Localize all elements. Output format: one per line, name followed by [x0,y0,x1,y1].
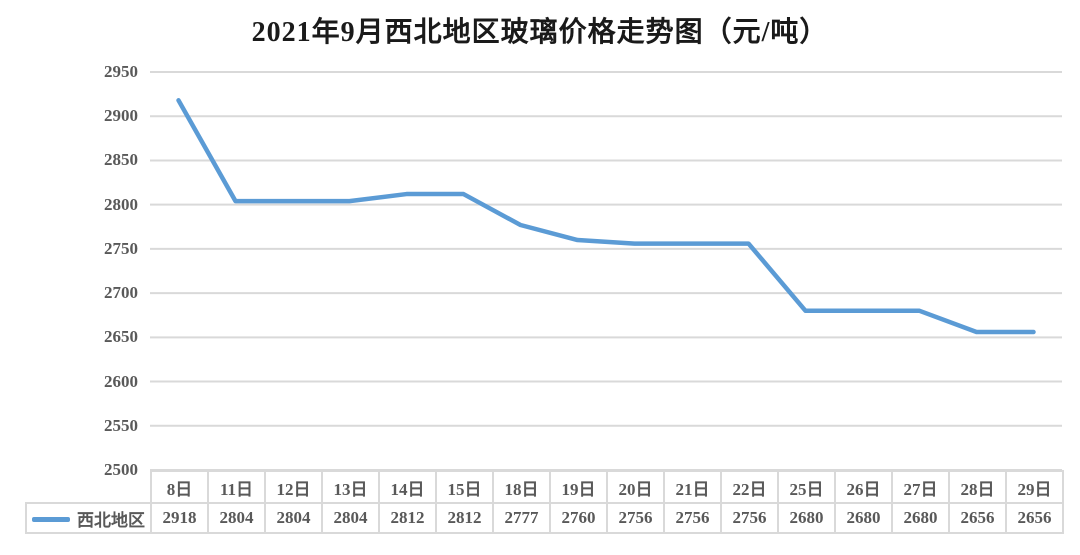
series-value-cell: 2756 [720,502,779,534]
y-axis-tick-label: 2550 [104,415,138,435]
data-table: 8日 11日 12日 13日 14日 15日 18日 19日 20日 21日 22日 25日 26日 27… [25,470,1064,534]
x-axis-label: 21日 [663,470,722,504]
series-value-cell: 2812 [378,502,437,534]
x-axis-label: 22日 [720,470,779,504]
series-value-cell: 2777 [492,502,551,534]
series-value-cell: 2760 [549,502,608,534]
series-values-row: 西北地区 2918 2804 2804 2804 2812 2812 2777 2760 2756… [25,502,1064,534]
series-value-cell: 2804 [264,502,323,534]
legend-line-swatch-icon [32,517,70,523]
x-axis-label: 28日 [948,470,1007,504]
y-axis-tick-label: 2500 [104,460,138,479]
y-axis-tick-label: 2600 [104,371,138,391]
series-value-cell: 2804 [207,502,266,534]
y-axis-tick-label: 2750 [104,238,138,258]
legend-label: 西北地区 [77,510,145,530]
x-axis-label: 19日 [549,470,608,504]
y-axis-tick-label: 2800 [104,194,138,214]
x-axis-label: 18日 [492,470,551,504]
x-axis-label: 11日 [207,470,266,504]
x-axis-label: 29日 [1005,470,1064,504]
series-value-cell: 2656 [948,502,1007,534]
chart-title: 2021年9月西北地区玻璃价格走势图（元/吨） [251,17,829,48]
series-value-cell: 2804 [321,502,380,534]
y-axis-tick-label: 2900 [104,106,138,126]
legend-cell: 西北地区 [25,502,152,534]
series-value-cell: 2680 [891,502,950,534]
y-axis-tick-label: 2850 [104,150,138,170]
series-value-cell: 2656 [1005,502,1064,534]
series-line-西北地区 [176,98,1036,335]
x-axis-label: 26日 [834,470,893,504]
x-axis-label: 12日 [264,470,323,504]
x-axis-label: 15日 [435,470,494,504]
x-axis-label: 27日 [891,470,950,504]
series-value-cell: 2680 [777,502,836,534]
x-axis-label: 25日 [777,470,836,504]
series-value-cell: 2812 [435,502,494,534]
y-axis-tick-label: 2650 [104,327,138,347]
series-value-cell: 2918 [150,502,209,534]
y-axis-tick-label: 2950 [104,62,138,81]
series-value-cell: 2756 [663,502,722,534]
x-axis-labels-row: 8日 11日 12日 13日 14日 15日 18日 19日 20日 21日 22日 25日 26日 27… [26,470,1064,504]
x-axis-label: 13日 [321,470,380,504]
x-axis-label: 14日 [378,470,437,504]
table-corner-spacer [26,471,151,503]
y-axis-tick-label: 2700 [104,283,138,303]
x-axis-label: 20日 [606,470,665,504]
series-value-cell: 2756 [606,502,665,534]
x-axis-label: 8日 [150,470,209,504]
series-value-cell: 2680 [834,502,893,534]
